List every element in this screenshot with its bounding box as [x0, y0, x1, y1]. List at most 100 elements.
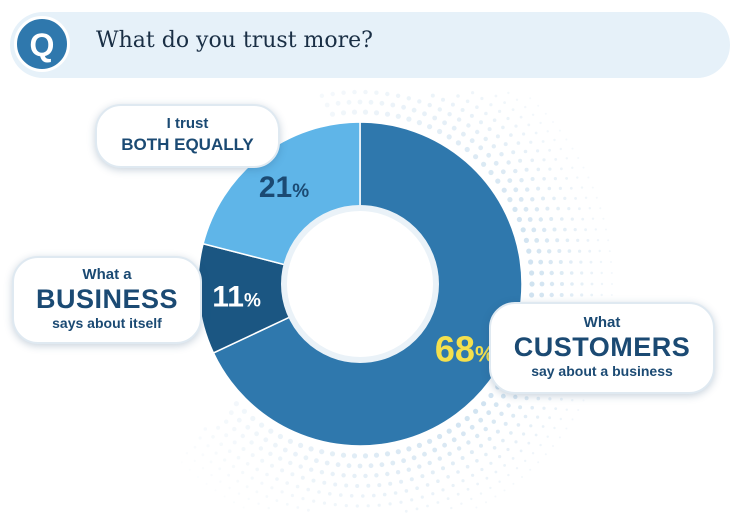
decor-dot [344, 483, 349, 488]
decor-dot [249, 440, 254, 445]
decor-dot [506, 160, 511, 165]
decor-dot [503, 464, 506, 467]
decor-dot [579, 260, 583, 264]
callout-customers-line3: say about a business [531, 363, 673, 379]
decor-dot [233, 501, 235, 504]
decor-dot [322, 501, 327, 505]
decor-dot [416, 120, 422, 126]
decor-dot [241, 447, 246, 451]
decor-dot [406, 446, 412, 452]
decor-dot [395, 113, 401, 119]
decor-dot [558, 129, 561, 132]
decor-dot [466, 123, 471, 128]
decor-dot [461, 479, 465, 483]
decor-dot [475, 433, 480, 439]
badge-letter: Q [29, 27, 55, 63]
decor-dot [494, 94, 498, 98]
decor-dot [518, 405, 523, 410]
decor-dot [559, 147, 562, 151]
decor-dot [446, 428, 452, 434]
question-title: What do you trust more? [96, 28, 373, 53]
decor-dot [306, 487, 311, 492]
decor-dot [495, 429, 500, 434]
decor-dot [549, 270, 554, 276]
decor-dot [494, 495, 497, 498]
decor-dot [245, 424, 251, 430]
decor-dot [210, 473, 213, 477]
decor-dot [425, 483, 430, 487]
decor-dot [404, 509, 408, 513]
decor-dot [522, 132, 526, 136]
decor-dot [451, 125, 457, 131]
decor-dot [329, 111, 336, 117]
decor-dot [489, 486, 492, 490]
decor-dot [563, 196, 567, 200]
decor-dot [379, 100, 385, 106]
decor-dot [308, 446, 314, 452]
decor-dot [507, 197, 513, 203]
decor-dot [395, 470, 401, 475]
decor-dot [277, 433, 283, 440]
decor-dot [363, 89, 368, 95]
decor-dot [548, 397, 552, 401]
decor-dot [406, 116, 412, 122]
decor-dot [422, 451, 427, 457]
decor-dot [324, 460, 330, 466]
decor-dot [460, 108, 465, 112]
decor-dot [442, 120, 447, 126]
decor-dot [526, 248, 532, 254]
decor-dot [511, 108, 515, 111]
question-badge-icon: Q [14, 16, 70, 72]
decor-dot [401, 458, 406, 464]
decor-dot [492, 446, 497, 450]
decor-dot [542, 177, 546, 181]
decor-dot [379, 462, 385, 468]
decor-dot [481, 401, 487, 407]
decor-dot [539, 292, 545, 298]
decor-dot [328, 492, 332, 496]
decor-dot [479, 120, 483, 125]
pct-label-business: 11% [212, 281, 261, 314]
decor-dot [368, 463, 374, 469]
decor-dot [436, 501, 440, 504]
decor-dot [465, 99, 470, 104]
decor-dot [488, 392, 494, 399]
decor-dot [355, 504, 359, 508]
decor-dot [595, 196, 598, 199]
decor-dot [501, 438, 505, 443]
decor-dot [224, 419, 229, 424]
decor-dot [466, 440, 471, 445]
decor-dot [523, 414, 528, 419]
decor-dot [470, 497, 473, 501]
decor-dot [436, 479, 440, 484]
decor-dot [240, 433, 245, 439]
decor-dot [232, 440, 237, 445]
decor-dot [475, 506, 478, 509]
decor-dot [484, 452, 488, 457]
decor-dot [426, 504, 429, 508]
decor-dot [516, 216, 523, 223]
decor-dot [241, 470, 245, 475]
decor-dot [530, 405, 534, 410]
decor-dot [456, 446, 462, 451]
decor-dot [223, 458, 227, 462]
decor-dot [554, 158, 558, 161]
decor-dot [588, 207, 591, 210]
decor-dot [501, 125, 505, 130]
decor-dot [188, 468, 191, 471]
decor-dot [404, 489, 409, 493]
decor-dot [461, 131, 466, 137]
decor-dot [346, 463, 352, 469]
decor-dot [608, 250, 611, 253]
decor-dot [373, 110, 380, 116]
callout-business: What a BUSINESS says about itself [12, 256, 202, 344]
decor-dot [275, 499, 279, 502]
decor-dot [565, 177, 568, 180]
decor-dot [446, 475, 450, 479]
donut-slices [197, 121, 523, 447]
decor-dot [558, 186, 563, 190]
decor-dot [549, 292, 554, 298]
decor-dot [465, 464, 470, 469]
decor-dot [557, 249, 562, 253]
decor-dot [447, 112, 452, 117]
